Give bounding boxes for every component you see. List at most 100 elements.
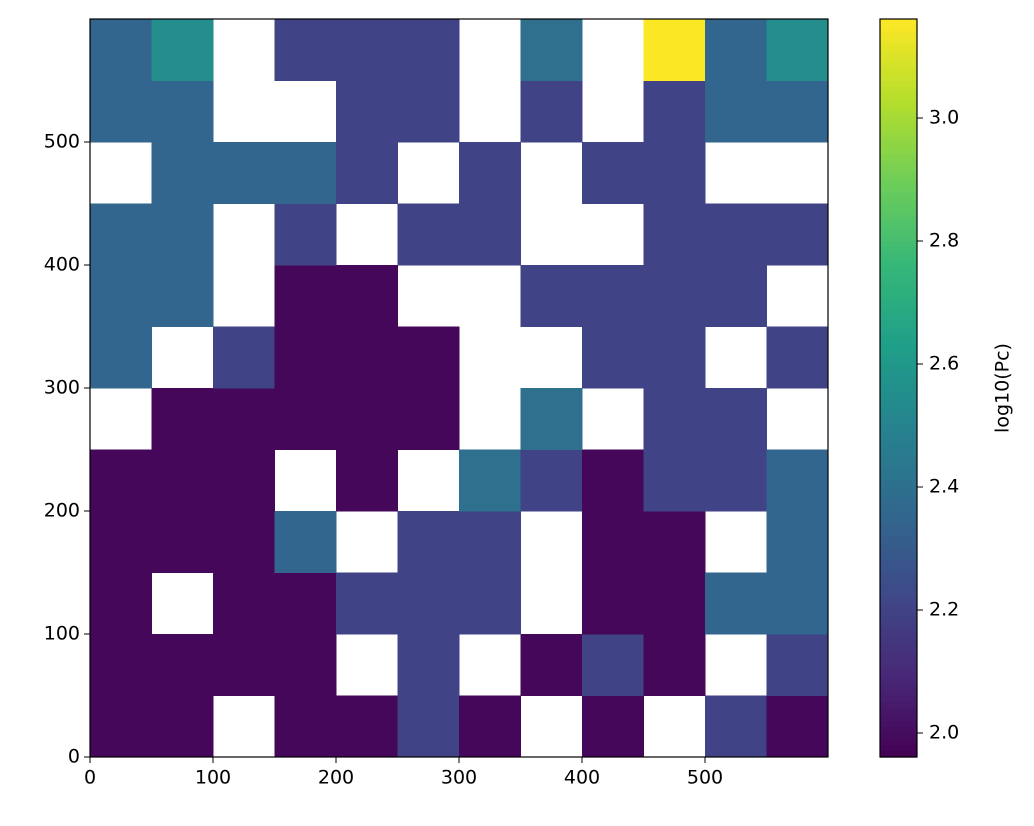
- heatmap-cell: [643, 203, 706, 266]
- colorbar-segment: [880, 117, 917, 125]
- heatmap-cell: [397, 80, 460, 143]
- heatmap-cell: [643, 388, 706, 450]
- heatmap-cell: [643, 326, 706, 389]
- heatmap-cell: [151, 695, 214, 758]
- heatmap-cell: [459, 203, 521, 266]
- heatmap-cell: [336, 142, 398, 204]
- colorbar-segment: [880, 707, 917, 715]
- colorbar-segment: [880, 424, 917, 432]
- y-tick-label: 500: [44, 131, 80, 153]
- heatmap-cell: [459, 511, 521, 573]
- colorbar-segment: [880, 62, 917, 69]
- colorbar-segment: [880, 228, 917, 235]
- colorbar-segment: [880, 627, 917, 635]
- colorbar-segment: [880, 590, 917, 598]
- heatmap-cell: [151, 203, 214, 266]
- colorbar-segment: [880, 480, 917, 487]
- colorbar-segment: [880, 80, 917, 88]
- y-tick-label: 400: [44, 254, 80, 276]
- colorbar-segment: [880, 554, 917, 561]
- heatmap-cell: [643, 265, 706, 327]
- colorbar-segment: [880, 129, 917, 137]
- colorbar-segment: [880, 443, 917, 451]
- colorbar-segment: [880, 135, 917, 143]
- colorbar-segment: [880, 394, 917, 401]
- heatmap-cell: [90, 695, 152, 758]
- colorbar-segment: [880, 375, 917, 383]
- colorbar-segment: [880, 246, 917, 254]
- heatmap-cell: [705, 265, 767, 327]
- heatmap-cell: [582, 142, 644, 204]
- heatmap-cell: [520, 634, 583, 696]
- colorbar-segment: [880, 467, 917, 475]
- heatmap-cell: [582, 265, 644, 327]
- heatmap-cell: [582, 572, 644, 635]
- x-tick-label: 100: [195, 767, 231, 789]
- heatmap-cell: [397, 634, 460, 696]
- heatmap-cell: [213, 449, 275, 512]
- heatmap-cell: [336, 572, 398, 635]
- colorbar-segment: [880, 86, 917, 94]
- heatmap-cell: [643, 142, 706, 204]
- colorbar-segment: [880, 609, 917, 617]
- colorbar-segment: [880, 621, 917, 629]
- colorbar-segment: [880, 486, 917, 494]
- colorbar-segment: [880, 646, 917, 654]
- heatmap-cell: [213, 326, 275, 389]
- colorbar-segment: [880, 615, 917, 623]
- colorbar-segment: [880, 431, 917, 438]
- colorbar-segment: [880, 197, 917, 205]
- heatmap-cell: [459, 695, 521, 758]
- colorbar-segment: [880, 498, 917, 506]
- heatmap-cell: [643, 572, 706, 635]
- colorbar-segment: [880, 695, 917, 703]
- colorbar-segment: [880, 31, 917, 39]
- colorbar-segment: [880, 455, 917, 463]
- colorbar-segment: [880, 584, 917, 592]
- colorbar-segment: [880, 142, 917, 149]
- heatmap-cell: [274, 634, 337, 696]
- heatmap-cell: [151, 511, 214, 573]
- heatmap-cell: [766, 511, 829, 573]
- x-tick-label: 200: [318, 767, 354, 789]
- colorbar-segment: [880, 640, 917, 647]
- heatmap-cell: [459, 142, 521, 204]
- colorbar-segment: [880, 529, 917, 537]
- heatmap-cell: [151, 80, 214, 143]
- heatmap-cell: [643, 449, 706, 512]
- colorbar-segment: [880, 437, 917, 444]
- colorbar-segment: [880, 461, 917, 469]
- heatmap-cell: [397, 388, 460, 450]
- heatmap-cell: [336, 19, 398, 81]
- colorbar-segment: [880, 295, 917, 303]
- x-tick-label: 0: [84, 767, 96, 789]
- heatmap-cell: [459, 572, 521, 635]
- colorbar-segment: [880, 148, 917, 155]
- heatmap-cell: [459, 449, 521, 512]
- colorbar-segment: [880, 474, 917, 481]
- colorbar-segment: [880, 308, 917, 315]
- heatmap-cell: [90, 326, 152, 389]
- colorbar-segment: [880, 326, 917, 334]
- colorbar-segment: [880, 744, 917, 752]
- colorbar-segment: [880, 357, 917, 364]
- heatmap-cell: [151, 265, 214, 327]
- colorbar-segment: [880, 185, 917, 192]
- colorbar-segment: [880, 677, 917, 684]
- heatmap-cell: [274, 265, 337, 327]
- heatmap-cell: [151, 449, 214, 512]
- colorbar-segment: [880, 597, 917, 604]
- colorbar-segment: [880, 289, 917, 297]
- heatmap-cell: [397, 572, 460, 635]
- colorbar-segment: [880, 43, 917, 51]
- colorbar-segment: [880, 652, 917, 660]
- heatmap-cell: [397, 19, 460, 81]
- heatmap-cell: [766, 634, 829, 696]
- heatmap-cell: [213, 142, 275, 204]
- colorbar-segment: [880, 504, 917, 512]
- heatmap-cell: [274, 19, 337, 81]
- colorbar-segment: [880, 572, 917, 580]
- colorbar-segment: [880, 55, 917, 63]
- colorbar-segment: [880, 240, 917, 248]
